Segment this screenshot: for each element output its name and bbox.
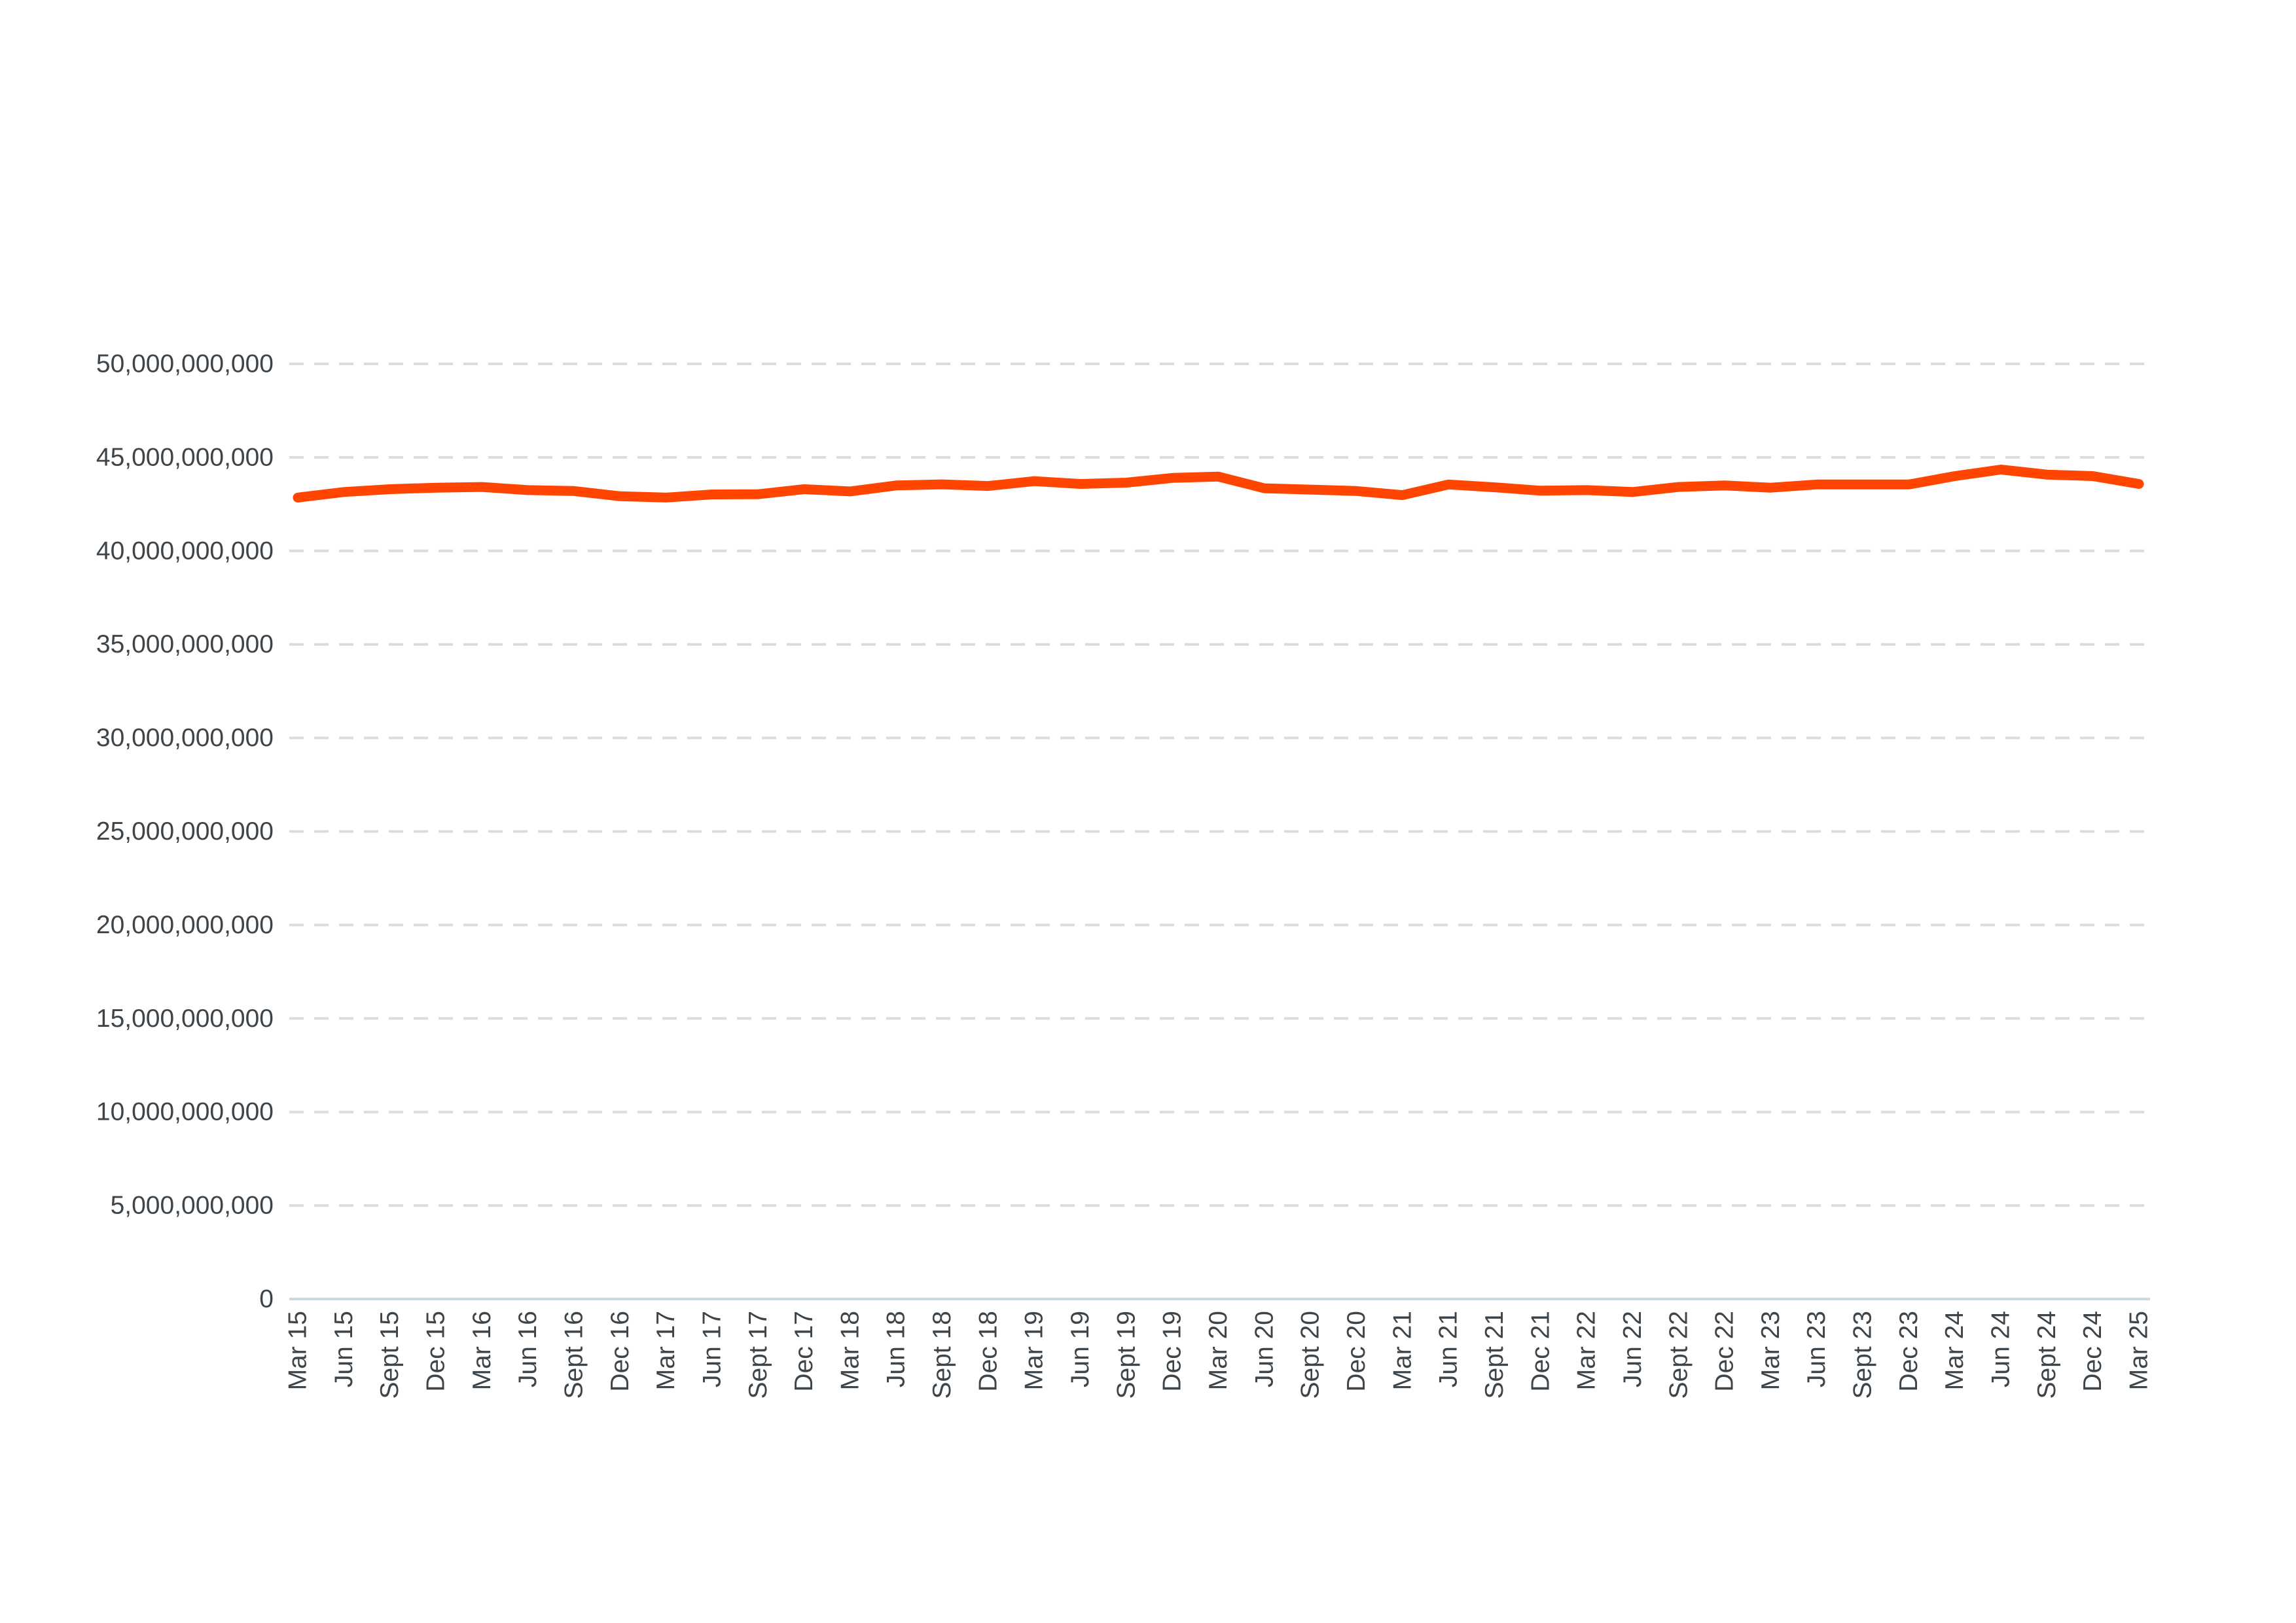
x-tick-label: Mar 23 [1757, 1311, 1785, 1390]
x-tick-label: Sept 17 [744, 1311, 772, 1399]
x-tick-label: Mar 22 [1573, 1311, 1601, 1390]
x-tick-label: Sept 15 [376, 1311, 404, 1399]
x-tick-label: Jun 18 [882, 1311, 910, 1387]
x-tick-label: Dec 22 [1711, 1311, 1739, 1392]
x-tick-label: Mar 17 [652, 1311, 680, 1390]
x-tick-label: Jun 24 [1987, 1311, 2015, 1387]
y-tick-label: 35,000,000,000 [96, 630, 274, 658]
x-tick-label: Sept 16 [560, 1311, 588, 1399]
y-tick-label: 15,000,000,000 [96, 1005, 274, 1033]
series [293, 465, 2144, 503]
y-tick-label: 50,000,000,000 [96, 350, 274, 378]
x-tick-label: Mar 25 [2125, 1311, 2153, 1390]
x-tick-label: Mar 20 [1204, 1311, 1232, 1390]
x-tick-label: Jun 15 [330, 1311, 358, 1387]
x-tick-label: Jun 17 [698, 1311, 726, 1387]
x-tick-label: Jun 22 [1619, 1311, 1647, 1387]
x-tick-label: Dec 23 [1895, 1311, 1923, 1392]
x-tick-label: Jun 23 [1803, 1311, 1831, 1387]
gridlines [289, 363, 2150, 1207]
y-axis: 0 5,000,000,000 10,000,000,000 15,000,000,0… [96, 350, 274, 1313]
x-tick-label: Dec 21 [1526, 1311, 1554, 1392]
y-tick-label: 45,000,000,000 [96, 443, 274, 471]
x-tick-label: Jun 16 [514, 1311, 542, 1387]
x-tick-label: Dec 20 [1342, 1311, 1371, 1392]
y-tick-label: 30,000,000,000 [96, 724, 274, 752]
y-tick-label: 40,000,000,000 [96, 537, 274, 565]
x-tick-label: Dec 18 [974, 1311, 1002, 1392]
y-tick-label: 20,000,000,000 [96, 911, 274, 939]
x-tick-label: Dec 15 [422, 1311, 450, 1392]
x-tick-label: Sept 22 [1664, 1311, 1693, 1399]
y-tick-label: 25,000,000,000 [96, 817, 274, 846]
x-tick-label: Jun 21 [1435, 1311, 1463, 1387]
series-line [293, 465, 2144, 503]
x-tick-label: Mar 24 [1941, 1311, 1969, 1390]
x-tick-label: Mar 16 [468, 1311, 496, 1390]
y-tick-label: 0 [259, 1285, 274, 1313]
x-tick-label: Mar 21 [1388, 1311, 1416, 1390]
x-tick-label: Dec 19 [1158, 1311, 1187, 1392]
x-tick-label: Mar 18 [836, 1311, 864, 1390]
x-tick-label: Sept 23 [1849, 1311, 1877, 1399]
x-tick-label: Sept 21 [1480, 1311, 1509, 1399]
x-axis: Mar 15 Jun 15 Sept 15 Dec 15 Mar 16 Jun 16 Sep… [284, 1311, 2153, 1399]
y-tick-label: 5,000,000,000 [111, 1192, 274, 1220]
x-tick-label: Dec 24 [2079, 1311, 2107, 1392]
x-tick-label: Mar 19 [1020, 1311, 1049, 1390]
x-tick-label: Mar 15 [284, 1311, 312, 1390]
x-tick-label: Jun 19 [1066, 1311, 1094, 1387]
x-tick-label: Sept 19 [1112, 1311, 1140, 1399]
x-tick-label: Jun 20 [1250, 1311, 1278, 1387]
y-tick-label: 10,000,000,000 [96, 1098, 274, 1126]
x-tick-label: Sept 20 [1297, 1311, 1325, 1399]
x-tick-label: Dec 16 [606, 1311, 634, 1392]
x-tick-label: Sept 18 [928, 1311, 956, 1399]
x-tick-label: Dec 17 [790, 1311, 818, 1392]
x-tick-label: Sept 24 [2033, 1311, 2061, 1399]
